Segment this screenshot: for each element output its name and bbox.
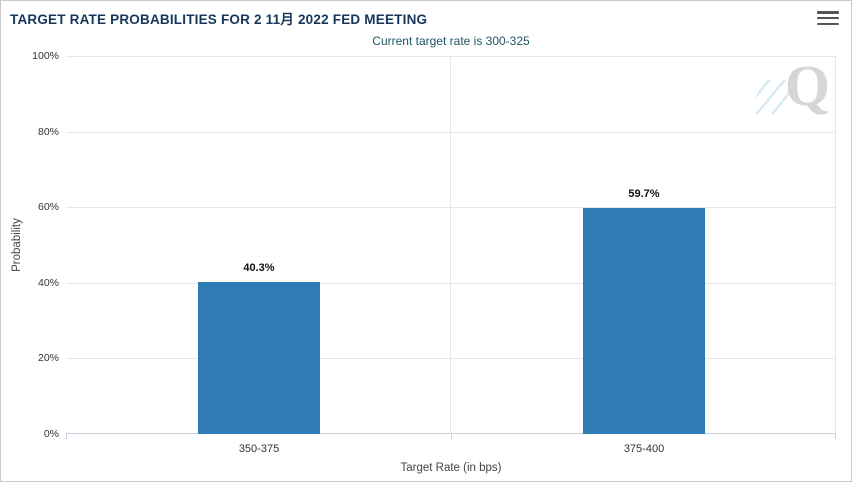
- x-category-label: 350-375: [238, 443, 280, 455]
- v-gridline: [450, 56, 451, 434]
- h-gridline: [66, 358, 836, 359]
- bar-value-label: 59.7%: [628, 188, 660, 200]
- h-gridline: [66, 207, 836, 208]
- y-tick-label: 20%: [37, 352, 59, 365]
- x-axis-line: [66, 433, 836, 434]
- y-tick-label: 0%: [43, 428, 59, 440]
- quikstrike-watermark-logo: Q: [749, 53, 834, 126]
- chart-menu-button[interactable]: [817, 9, 839, 27]
- y-axis-title: Probability: [11, 218, 23, 272]
- bar-value-label: 40.3%: [243, 262, 275, 274]
- watermark-stripes-icon: [749, 80, 797, 114]
- x-category-label: 375-400: [623, 443, 665, 455]
- h-gridline: [66, 132, 836, 133]
- x-axis-tick: [66, 434, 67, 439]
- y-tick-label: 100%: [32, 50, 59, 62]
- y-tick-label: 60%: [37, 201, 59, 214]
- chart-subtitle: Current target rate is 300-325: [372, 34, 530, 48]
- h-gridline: [66, 56, 836, 57]
- watermark-q-icon: Q: [784, 53, 830, 118]
- x-axis-tick: [451, 434, 452, 439]
- x-axis-title: Target Rate (in bps): [400, 462, 502, 474]
- chart-title: TARGET RATE PROBABILITIES FOR 2 11月 2022…: [10, 12, 428, 27]
- hamburger-menu-icon: [817, 16, 839, 20]
- hamburger-menu-icon: [817, 11, 839, 14]
- y-tick-label: 80%: [37, 125, 59, 138]
- h-gridline: [66, 283, 836, 284]
- bar-375-400[interactable]: [583, 208, 705, 434]
- plot-area: Q 40.3% 59.7%: [66, 53, 836, 439]
- v-gridline: [835, 56, 836, 434]
- x-axis-tick: [835, 434, 836, 439]
- bar-350-375[interactable]: [198, 282, 320, 434]
- y-tick-label: 40%: [37, 276, 59, 289]
- hamburger-menu-icon: [817, 22, 839, 25]
